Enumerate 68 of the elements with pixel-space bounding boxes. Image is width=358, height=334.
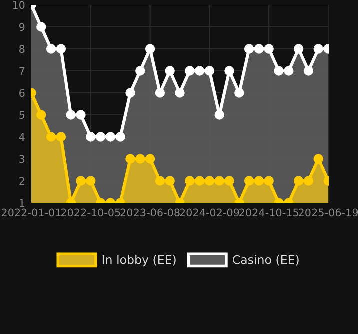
y-tick-label: 2 <box>20 177 24 185</box>
point <box>76 176 86 186</box>
point <box>56 44 66 54</box>
point <box>96 132 106 142</box>
point <box>56 132 66 142</box>
legend-label: In lobby (EE) <box>102 255 176 267</box>
point <box>46 132 56 142</box>
point <box>136 154 146 164</box>
point <box>106 132 116 142</box>
point <box>165 176 175 186</box>
point <box>304 66 314 76</box>
legend-label: Casino (EE) <box>233 255 299 266</box>
point <box>204 66 215 76</box>
point <box>294 176 304 186</box>
x-tick-label: 2024-10-15 <box>240 208 298 217</box>
point <box>304 176 314 186</box>
x-tick-label: 2022-10-05 <box>61 208 120 217</box>
point <box>76 110 86 120</box>
point <box>264 176 274 186</box>
y-tick-label: 7 <box>20 67 25 75</box>
point <box>136 66 146 76</box>
point <box>224 66 234 76</box>
x-tick-label: 2025-06-19 <box>299 208 358 217</box>
point <box>175 88 185 98</box>
point <box>214 176 224 186</box>
point <box>36 110 46 120</box>
point <box>194 66 205 76</box>
point <box>294 44 304 54</box>
y-tick-label: 1 <box>20 199 24 207</box>
y-tick-label: 4 <box>19 133 25 141</box>
x-tick-label: 2023-06-08 <box>120 208 180 217</box>
point <box>116 132 126 142</box>
point <box>86 132 96 142</box>
point <box>234 88 244 98</box>
y-tick-label: 6 <box>20 89 25 98</box>
point <box>284 66 294 76</box>
point <box>214 110 224 120</box>
point <box>46 44 56 54</box>
y-tick-label: 8 <box>20 45 25 54</box>
point <box>274 66 284 76</box>
y-tick-label: 5 <box>20 111 25 120</box>
point <box>165 66 175 76</box>
y-tick-label: 3 <box>20 155 25 164</box>
point <box>314 44 324 54</box>
point <box>254 176 264 186</box>
point <box>86 176 96 186</box>
point <box>126 88 136 98</box>
point <box>66 110 76 120</box>
point <box>185 176 195 186</box>
point <box>224 176 234 186</box>
point <box>145 154 156 164</box>
point <box>185 66 195 76</box>
point <box>145 44 156 54</box>
point <box>155 176 166 186</box>
point <box>194 176 205 186</box>
y-tick-label: 10 <box>13 1 25 10</box>
y-tick-label: 9 <box>19 23 25 32</box>
point <box>314 154 324 164</box>
point <box>155 88 166 98</box>
point <box>244 44 254 54</box>
point <box>126 154 136 164</box>
point <box>264 44 274 54</box>
x-tick-label: 2022-01-01 <box>2 208 61 217</box>
x-tick-label: 2024-02-09 <box>180 208 240 217</box>
point <box>204 176 215 186</box>
point <box>244 176 254 186</box>
point <box>36 22 46 32</box>
point <box>254 44 264 54</box>
